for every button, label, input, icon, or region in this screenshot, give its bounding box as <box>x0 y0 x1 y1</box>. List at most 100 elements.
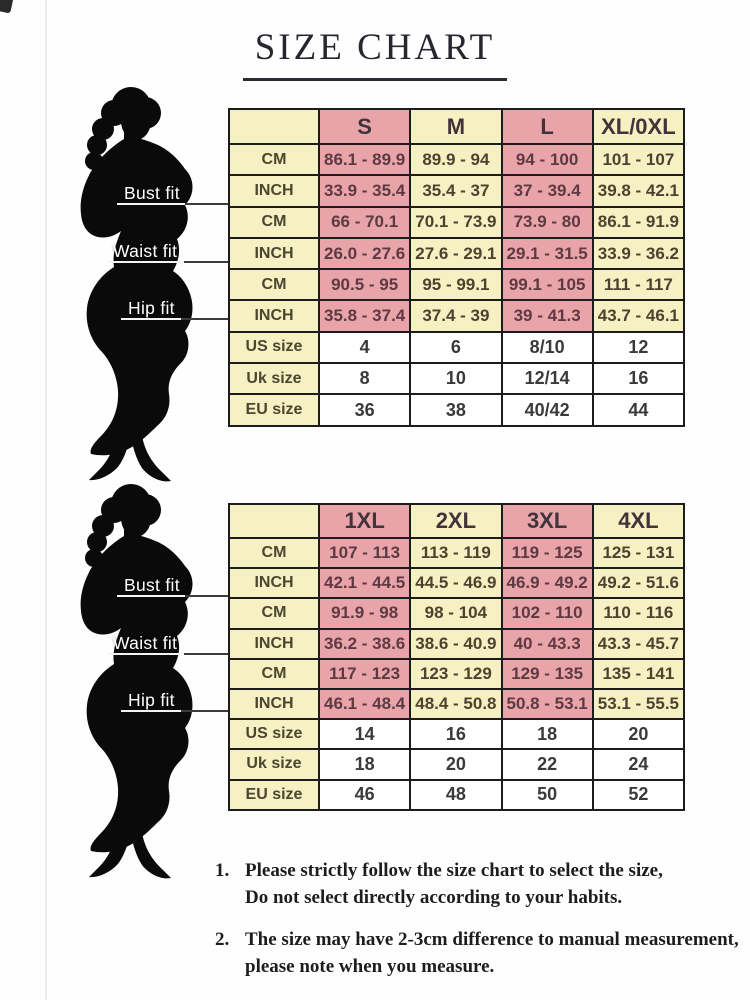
waist-connector-2 <box>184 653 229 655</box>
value-cell: 90.5 - 95 <box>317 268 412 302</box>
note-1-number: 1. <box>215 860 230 881</box>
size-table-s-to-xl: S M L XL/0XL CM 86.1 - 89.9 89.9 - 94 94 - 100 1… <box>228 108 686 427</box>
value-cell: 8/10 <box>500 330 594 365</box>
value-cell: 86.1 - 89.9 <box>317 142 412 177</box>
value-cell: 110 - 116 <box>591 597 686 630</box>
waist-underline-1 <box>108 261 184 263</box>
waist-fit-label-2: Waist fit <box>113 633 178 653</box>
value-cell: 125 - 131 <box>591 536 686 570</box>
value-cell: 18 <box>317 748 412 781</box>
value-cell: 16 <box>591 362 686 396</box>
value-cell: 89.9 - 94 <box>409 142 503 177</box>
value-cell: 66 - 70.1 <box>317 205 412 239</box>
value-cell: 38.6 - 40.9 <box>409 627 503 660</box>
waist-connector-1 <box>184 261 229 263</box>
value-cell: 33.9 - 36.2 <box>591 236 686 271</box>
size-header-s: S <box>317 108 412 145</box>
note-2-number: 2. <box>215 928 230 950</box>
woman-silhouette-2 <box>28 482 240 882</box>
value-cell: 53.1 - 55.5 <box>591 687 686 721</box>
value-cell: 35.4 - 37 <box>409 174 503 208</box>
waist-underline-2 <box>108 653 184 655</box>
hip-underline-1 <box>121 318 181 320</box>
note-1-line-2: Do not select directly according to your… <box>245 886 623 908</box>
bust-underline-1 <box>117 203 185 205</box>
value-cell: 16 <box>409 718 503 751</box>
note-1: 1. Please strictly follow the size chart… <box>215 858 743 912</box>
value-cell: 24 <box>591 748 686 781</box>
row-label-cm: CM <box>228 205 320 239</box>
value-cell: 50 <box>500 778 594 811</box>
row-label-inch: INCH <box>228 627 320 660</box>
value-cell: 35.8 - 37.4 <box>317 299 412 333</box>
hip-connector-2 <box>181 710 229 712</box>
value-cell: 117 - 123 <box>317 657 412 690</box>
page-title: SIZE CHART <box>242 26 508 81</box>
value-cell: 12/14 <box>500 362 594 396</box>
value-cell: 107 - 113 <box>317 536 412 570</box>
value-cell: 91.9 - 98 <box>317 597 412 630</box>
row-label-cm: CM <box>228 597 320 630</box>
value-cell: 12 <box>591 330 686 365</box>
value-cell: 22 <box>500 748 594 781</box>
value-cell: 48 <box>409 778 503 811</box>
row-label-inch: INCH <box>228 236 320 271</box>
value-cell: 6 <box>409 330 503 365</box>
hip-underline-2 <box>121 710 181 712</box>
note-2-line-1: The size may have 2-3cm difference to ma… <box>245 928 739 950</box>
corner-cell <box>228 108 320 145</box>
value-cell: 94 - 100 <box>500 142 594 177</box>
size-table-1xl-to-4xl: 1XL 2XL 3XL 4XL CM 107 - 113 113 - 119 119 - 12… <box>228 503 686 811</box>
row-label-cm: CM <box>228 142 320 177</box>
value-cell: 27.6 - 29.1 <box>409 236 503 271</box>
value-cell: 46 <box>317 778 412 811</box>
row-label-inch: INCH <box>228 567 320 600</box>
row-label-cm: CM <box>228 657 320 690</box>
corner-cell <box>228 503 320 539</box>
row-label-uk-size: Uk size <box>228 362 320 396</box>
bust-fit-label-2: Bust fit <box>124 575 180 595</box>
value-cell: 102 - 110 <box>500 597 594 630</box>
value-cell: 42.1 - 44.5 <box>317 567 412 600</box>
value-cell: 119 - 125 <box>500 536 594 570</box>
value-cell: 39 - 41.3 <box>500 299 594 333</box>
value-cell: 29.1 - 31.5 <box>500 236 594 271</box>
waist-fit-label-1: Waist fit <box>113 241 178 261</box>
size-header-xl-0xl: XL/0XL <box>591 108 686 145</box>
size-header-2xl: 2XL <box>409 503 503 539</box>
hip-fit-label-2: Hip fit <box>128 690 175 710</box>
value-cell: 50.8 - 53.1 <box>500 687 594 721</box>
value-cell: 46.1 - 48.4 <box>317 687 412 721</box>
value-cell: 20 <box>591 718 686 751</box>
row-label-cm: CM <box>228 268 320 302</box>
size-header-l: L <box>500 108 594 145</box>
note-2-text: The size may have 2-3cm difference to ma… <box>245 927 743 981</box>
value-cell: 36.2 - 38.6 <box>317 627 412 660</box>
corner-artifact <box>0 0 14 14</box>
row-label-inch: INCH <box>228 174 320 208</box>
value-cell: 44 <box>591 393 686 427</box>
value-cell: 73.9 - 80 <box>500 205 594 239</box>
note-2: 2. The size may have 2-3cm difference to… <box>215 927 743 981</box>
value-cell: 86.1 - 91.9 <box>591 205 686 239</box>
row-label-eu-size: EU size <box>228 778 320 811</box>
row-label-uk-size: Uk size <box>228 748 320 781</box>
value-cell: 40/42 <box>500 393 594 427</box>
value-cell: 4 <box>317 330 412 365</box>
value-cell: 44.5 - 46.9 <box>409 567 503 600</box>
woman-silhouette-1 <box>28 85 240 485</box>
value-cell: 10 <box>409 362 503 396</box>
note-1-text: Please strictly follow the size chart to… <box>245 858 743 912</box>
row-label-eu-size: EU size <box>228 393 320 427</box>
value-cell: 52 <box>591 778 686 811</box>
notes-section: 1. Please strictly follow the size chart… <box>215 858 743 996</box>
note-2-line-2: please note when you measure. <box>245 955 495 977</box>
value-cell: 70.1 - 73.9 <box>409 205 503 239</box>
value-cell: 101 - 107 <box>591 142 686 177</box>
value-cell: 14 <box>317 718 412 751</box>
row-label-inch: INCH <box>228 687 320 721</box>
value-cell: 99.1 - 105 <box>500 268 594 302</box>
note-1-line-1: Please strictly follow the size chart to… <box>245 860 663 881</box>
value-cell: 33.9 - 35.4 <box>317 174 412 208</box>
size-header-4xl: 4XL <box>591 503 686 539</box>
